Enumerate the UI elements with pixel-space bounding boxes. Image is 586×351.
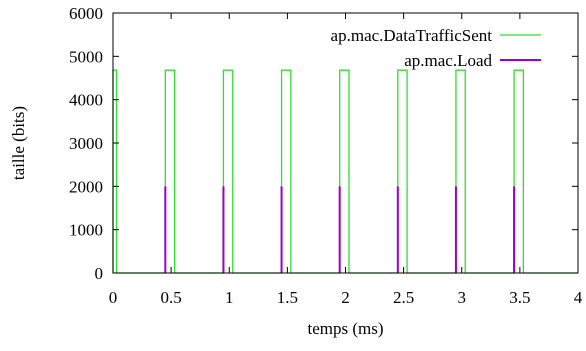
y-tick-label: 5000: [69, 47, 103, 66]
x-tick-label: 3: [458, 288, 467, 307]
y-tick-label: 3000: [69, 134, 103, 153]
x-tick-label: 0.5: [161, 288, 182, 307]
x-tick-label: 2: [341, 288, 350, 307]
x-tick-label: 0: [109, 288, 118, 307]
x-tick-label: 3.5: [509, 288, 530, 307]
plot-lines: [112, 69, 578, 274]
legend-label: ap.mac.Load: [404, 51, 492, 70]
x-tick-label: 4: [574, 288, 583, 307]
x-tick-label: 1.5: [277, 288, 298, 307]
y-tick-label: 4000: [69, 91, 103, 110]
y-axis-label: taille (bits): [9, 106, 28, 180]
y-tick-label: 6000: [69, 4, 103, 23]
legend-label: ap.mac.DataTrafficSent: [331, 26, 493, 45]
x-axis-label: temps (ms): [307, 319, 383, 338]
y-tick-label: 1000: [69, 221, 103, 240]
x-tick-label: 2.5: [393, 288, 414, 307]
series-line-data-traffic-sent: [112, 69, 578, 274]
x-tick-label: 1: [225, 288, 234, 307]
legend: ap.mac.DataTrafficSent ap.mac.Load: [331, 26, 541, 70]
ticks: 0 0.5 1 1.5 2 2.5 3 3.5 4 0 1000 2000 3000 4000 5000 60…: [69, 4, 583, 307]
plot-frame: [112, 12, 579, 274]
y-tick-label: 0: [95, 264, 104, 283]
y-tick-label: 2000: [69, 177, 103, 196]
